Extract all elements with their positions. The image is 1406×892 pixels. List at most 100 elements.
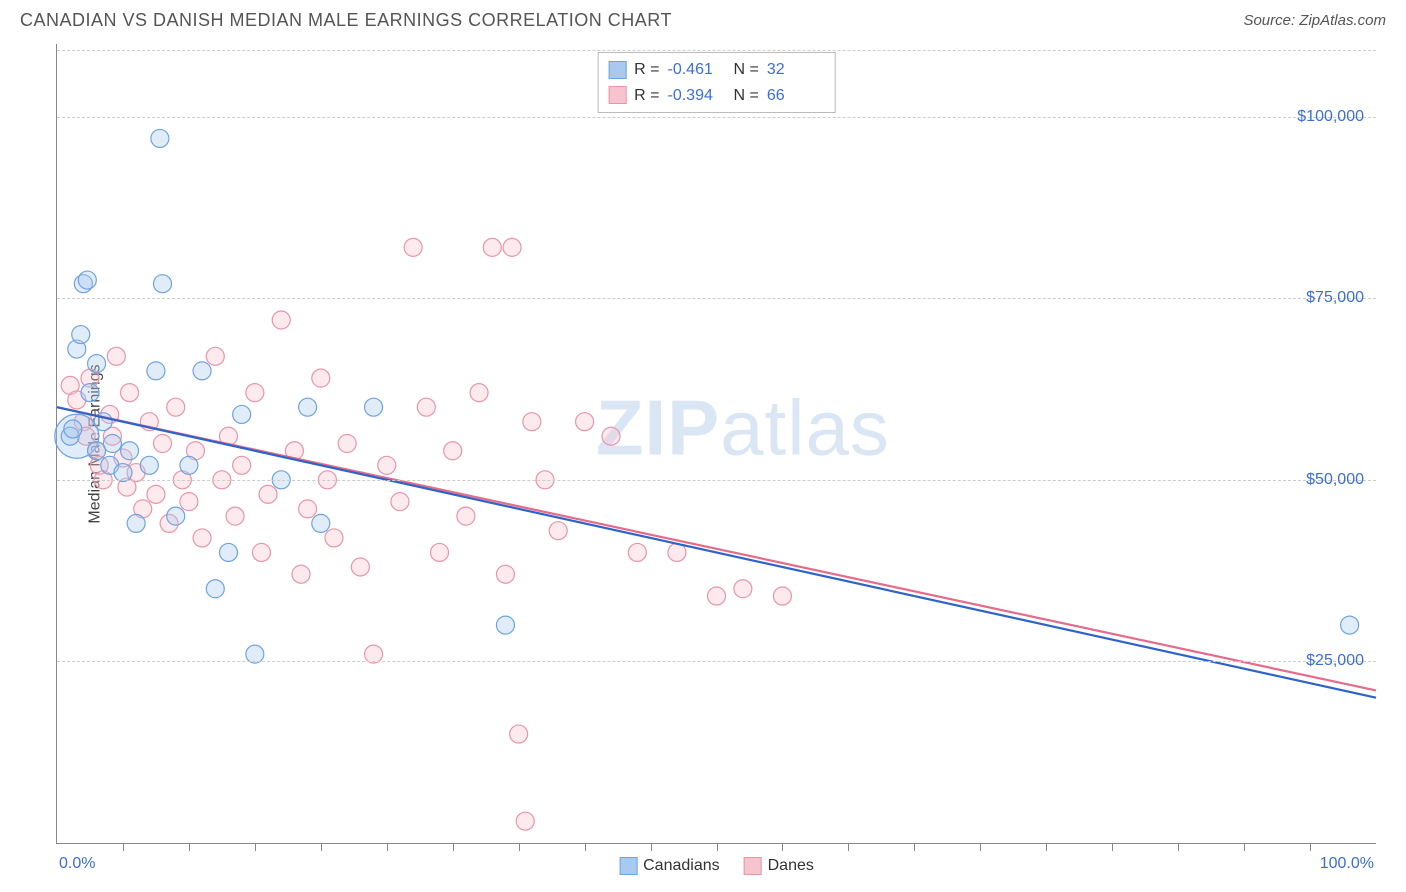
x-tick — [321, 843, 322, 851]
data-point — [206, 347, 224, 365]
data-point — [510, 725, 528, 743]
data-point — [1341, 616, 1359, 634]
data-point — [496, 565, 514, 583]
chart-container: Median Male Earnings ZIPatlas R = -0.461… — [50, 44, 1390, 844]
swatch-canadians-icon — [608, 61, 626, 79]
x-tick — [1244, 843, 1245, 851]
stats-legend: R = -0.461 N = 32 R = -0.394 N = 66 — [597, 52, 836, 113]
data-point — [121, 442, 139, 460]
data-point — [78, 271, 96, 289]
data-point — [167, 398, 185, 416]
y-tick-label: $100,000 — [1297, 108, 1364, 126]
data-point — [378, 456, 396, 474]
data-point — [180, 456, 198, 474]
data-point — [404, 238, 422, 256]
x-tick — [782, 843, 783, 851]
data-point — [457, 507, 475, 525]
x-tick — [585, 843, 586, 851]
data-point — [121, 384, 139, 402]
data-point — [503, 238, 521, 256]
data-point — [628, 543, 646, 561]
swatch-danes-icon — [744, 857, 762, 875]
data-point — [431, 543, 449, 561]
data-point — [252, 543, 270, 561]
data-point — [338, 435, 356, 453]
data-point — [272, 311, 290, 329]
x-max-label: 100.0% — [1320, 855, 1374, 873]
stats-row-danes: R = -0.394 N = 66 — [608, 83, 825, 109]
data-point — [206, 580, 224, 598]
x-tick — [1178, 843, 1179, 851]
data-point — [246, 384, 264, 402]
source-label: Source: ZipAtlas.com — [1243, 12, 1386, 29]
data-point — [193, 529, 211, 547]
data-point — [154, 435, 172, 453]
data-point — [483, 238, 501, 256]
data-point — [365, 398, 383, 416]
data-point — [444, 442, 462, 460]
data-point — [299, 500, 317, 518]
data-point — [312, 514, 330, 532]
x-tick — [189, 843, 190, 851]
x-tick — [123, 843, 124, 851]
data-point — [602, 427, 620, 445]
data-point — [516, 812, 534, 830]
data-point — [417, 398, 435, 416]
data-point — [72, 326, 90, 344]
data-point — [299, 398, 317, 416]
plot-area: ZIPatlas R = -0.461 N = 32 R = -0.394 N … — [56, 44, 1376, 844]
x-tick — [848, 843, 849, 851]
x-tick — [519, 843, 520, 851]
data-point — [549, 522, 567, 540]
data-point — [523, 413, 541, 431]
data-point — [312, 369, 330, 387]
data-point — [81, 384, 99, 402]
x-tick — [717, 843, 718, 851]
legend-item-danes: Danes — [744, 857, 814, 875]
y-tick-label: $25,000 — [1306, 652, 1364, 670]
data-point — [154, 275, 172, 293]
stats-row-canadians: R = -0.461 N = 32 — [608, 57, 825, 83]
data-point — [259, 485, 277, 503]
x-tick — [1112, 843, 1113, 851]
x-tick — [453, 843, 454, 851]
plot-svg — [57, 44, 1376, 843]
swatch-danes-icon — [608, 86, 626, 104]
header: CANADIAN VS DANISH MEDIAN MALE EARNINGS … — [0, 0, 1406, 37]
data-point — [233, 456, 251, 474]
x-tick — [914, 843, 915, 851]
data-point — [167, 507, 185, 525]
data-point — [708, 587, 726, 605]
legend-item-canadians: Canadians — [619, 857, 720, 875]
data-point — [233, 405, 251, 423]
x-tick — [980, 843, 981, 851]
data-point — [226, 507, 244, 525]
data-point — [64, 420, 82, 438]
data-point — [470, 384, 488, 402]
data-point — [147, 485, 165, 503]
y-tick-label: $50,000 — [1306, 471, 1364, 489]
swatch-canadians-icon — [619, 857, 637, 875]
x-tick — [1046, 843, 1047, 851]
gridline — [57, 117, 1376, 118]
data-point — [219, 543, 237, 561]
data-point — [140, 456, 158, 474]
x-min-label: 0.0% — [59, 855, 95, 873]
data-point — [88, 355, 106, 373]
x-tick — [651, 843, 652, 851]
data-point — [576, 413, 594, 431]
data-point — [734, 580, 752, 598]
x-tick — [1310, 843, 1311, 851]
data-point — [496, 616, 514, 634]
data-point — [773, 587, 791, 605]
data-point — [127, 514, 145, 532]
data-point — [107, 347, 125, 365]
gridline — [57, 661, 1376, 662]
data-point — [292, 565, 310, 583]
data-point — [391, 493, 409, 511]
series-legend: Canadians Danes — [619, 857, 814, 875]
gridline — [57, 480, 1376, 481]
y-tick-label: $75,000 — [1306, 289, 1364, 307]
x-tick — [387, 843, 388, 851]
x-tick — [255, 843, 256, 851]
